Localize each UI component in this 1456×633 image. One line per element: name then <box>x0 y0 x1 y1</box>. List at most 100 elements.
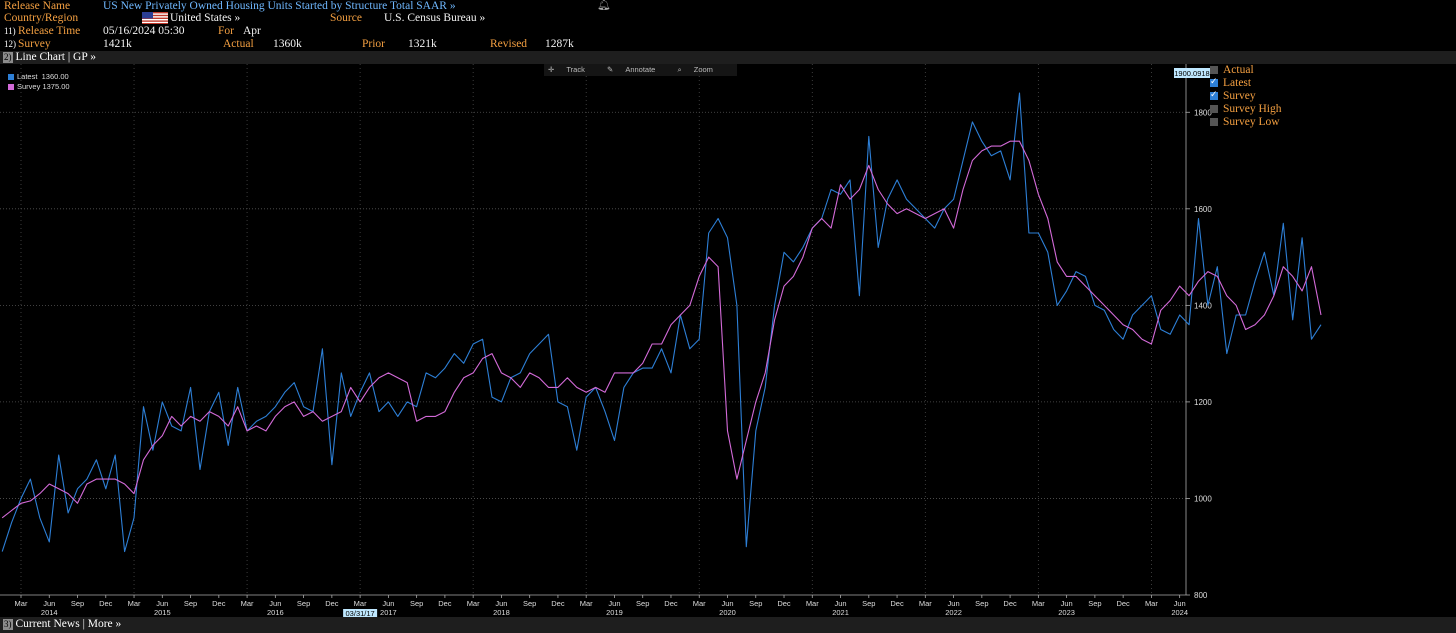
chart-section-bar[interactable]: 2) Line Chart | GP » <box>0 51 1456 64</box>
source-label: Source <box>330 12 362 24</box>
x-tick-label: Dec <box>777 599 791 608</box>
year-label: 2017 <box>380 608 397 617</box>
x-tick-label: Mar <box>15 599 28 608</box>
track-tool[interactable]: ✛ Track <box>548 65 585 74</box>
series-line-survey <box>1 140 1322 519</box>
checkbox-survey-low[interactable] <box>1210 118 1218 127</box>
date-marker-label: 03/31/17 <box>346 609 375 618</box>
x-tick-label: Sep <box>975 599 988 608</box>
chart-grid <box>0 64 1186 595</box>
x-tick-label: Jun <box>1174 599 1186 608</box>
y-tick-label: 1200 <box>1194 398 1212 407</box>
y-tick-label: 1400 <box>1194 301 1212 310</box>
survey-swatch <box>8 84 14 91</box>
x-tick-label: Jun <box>43 599 55 608</box>
survey-label: Survey <box>18 38 51 50</box>
date-marker-bg <box>343 609 378 618</box>
series-toggle-legend: Actual Latest Survey Survey High Survey … <box>1210 64 1281 129</box>
chart-toolbar: ✛ Track ✎ Annotate ⌕ Zoom <box>544 64 737 76</box>
x-tick-label: Mar <box>1032 599 1045 608</box>
source-link[interactable]: U.S. Census Bureau » <box>384 12 486 24</box>
x-tick-label: Dec <box>438 599 452 608</box>
x-tick-label: Mar <box>128 599 141 608</box>
release-name-label: Release Name <box>4 0 71 12</box>
prior-value: 1321k <box>408 38 437 50</box>
x-tick-label: Dec <box>551 599 565 608</box>
series-line-latest <box>1 92 1322 553</box>
toggle-survey-high[interactable]: Survey High <box>1210 103 1281 116</box>
x-tick-label: Dec <box>890 599 904 608</box>
toggle-latest[interactable]: Latest <box>1210 76 1281 90</box>
y-tick-label: 1000 <box>1194 494 1212 503</box>
year-label: 2015 <box>154 608 171 617</box>
chart-section-label[interactable]: Line Chart | GP » <box>15 51 96 63</box>
x-tick-label: Sep <box>1088 599 1101 608</box>
x-tick-label: Dec <box>212 599 226 608</box>
x-tick-label: Dec <box>1116 599 1130 608</box>
x-tick-label: Jun <box>948 599 960 608</box>
year-label: 2020 <box>719 608 736 617</box>
toggle-survey-low[interactable]: Survey Low <box>1210 116 1281 129</box>
pencil-icon: ✎ <box>606 65 616 74</box>
x-tick-label: Jun <box>834 599 846 608</box>
legend-survey: Survey 1375.00 <box>8 82 70 92</box>
toggle-actual[interactable]: Actual <box>1210 64 1281 77</box>
release-time-num: 11) <box>4 26 16 36</box>
checkbox-survey[interactable] <box>1210 89 1218 102</box>
x-tick-label: Dec <box>325 599 339 608</box>
actual-value: 1360k <box>273 38 302 50</box>
x-tick-label: Jun <box>721 599 733 608</box>
checkbox-actual[interactable] <box>1210 66 1218 75</box>
revised-value: 1287k <box>545 38 574 50</box>
y-marker-bg <box>1174 68 1210 78</box>
line-chart[interactable]: 800 1000 1200 1400 1600 1800 Mar Jun Sep Dec Mar Ju… <box>0 64 1456 624</box>
legend-latest: Latest 1360.00 <box>8 72 70 82</box>
checkbox-latest[interactable] <box>1210 76 1218 89</box>
year-label: 2019 <box>606 608 623 617</box>
x-tick-label: Mar <box>467 599 480 608</box>
x-tick-label: Jun <box>269 599 281 608</box>
x-tick-label: Sep <box>636 599 649 608</box>
x-tick-label: Jun <box>608 599 620 608</box>
x-tick-label: Dec <box>1003 599 1017 608</box>
x-tick-label: Dec <box>664 599 678 608</box>
for-value: Apr <box>243 25 261 37</box>
x-tick-label: Sep <box>184 599 197 608</box>
latest-swatch <box>8 74 14 81</box>
release-name-link[interactable]: US New Privately Owned Housing Units Sta… <box>103 0 456 12</box>
bell-icon[interactable]: 🔔︎ <box>597 0 611 11</box>
year-label: 2023 <box>1058 608 1075 617</box>
annotate-tool[interactable]: ✎ Annotate <box>606 65 656 74</box>
x-tick-label: Sep <box>862 599 875 608</box>
prior-label: Prior <box>362 38 385 50</box>
chart-section-num: 2) <box>3 51 13 63</box>
x-tick-label: Sep <box>749 599 762 608</box>
y-tick-label: 1600 <box>1194 205 1212 214</box>
release-time-label: Release Time <box>18 25 81 37</box>
country-link[interactable]: United States » <box>170 12 241 24</box>
news-label[interactable]: Current News | More » <box>15 618 122 630</box>
x-tick-label: Mar <box>580 599 593 608</box>
zoom-tool[interactable]: ⌕ Zoom <box>677 65 713 74</box>
series-value-legend: Latest 1360.00 Survey 1375.00 <box>8 72 70 92</box>
x-tick-label: Jun <box>156 599 168 608</box>
x-tick-label: Sep <box>71 599 84 608</box>
revised-label: Revised <box>490 38 528 50</box>
survey-value: 1421k <box>103 38 132 50</box>
x-tick-label: Sep <box>297 599 310 608</box>
x-tick-label: Mar <box>1145 599 1158 608</box>
for-label: For <box>218 25 234 37</box>
year-label: 2024 <box>1171 608 1188 617</box>
survey-num: 12) <box>4 39 16 49</box>
x-tick-label: Mar <box>241 599 254 608</box>
year-label: 2014 <box>41 608 58 617</box>
crosshair-icon: ✛ <box>548 65 557 74</box>
checkbox-survey-high[interactable] <box>1210 105 1218 114</box>
toggle-survey[interactable]: Survey <box>1210 89 1281 103</box>
actual-label: Actual <box>223 38 254 50</box>
y-tick-label: 1800 <box>1194 108 1212 117</box>
x-tick-label: Jun <box>495 599 507 608</box>
x-tick-label: Mar <box>693 599 706 608</box>
current-news-bar[interactable]: 3) Current News | More » <box>0 617 1456 633</box>
x-tick-label: Mar <box>919 599 932 608</box>
